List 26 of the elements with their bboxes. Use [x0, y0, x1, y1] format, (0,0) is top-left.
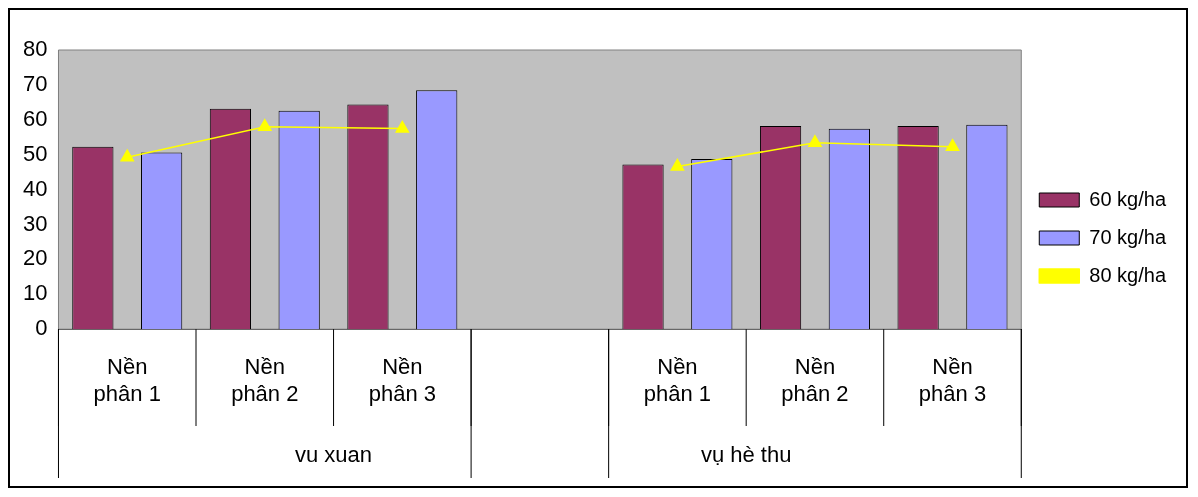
legend-label: 60 kg/ha — [1089, 187, 1167, 210]
y-tick-label: 50 — [22, 140, 48, 166]
y-tick-label: 10 — [22, 280, 48, 306]
point — [670, 158, 685, 171]
point — [257, 119, 272, 132]
point — [945, 138, 960, 151]
x-tick-label: Nền phân 3 — [918, 354, 987, 406]
y-tick-label: 0 — [35, 315, 48, 341]
legend-label: 70 kg/ha — [1089, 225, 1167, 248]
point — [395, 120, 410, 133]
x-tick-label: Nền phân 2 — [231, 354, 299, 406]
y-tick-label: 40 — [22, 175, 48, 201]
point — [120, 149, 135, 162]
x-tick-label: Nền phân 2 — [781, 354, 849, 406]
x-tick-label: Nền phân 1 — [643, 354, 712, 406]
y-tick-label: 20 — [22, 245, 48, 271]
text: vu xuan — [295, 442, 373, 468]
y-tick-label: 70 — [22, 70, 48, 96]
y-tick-label: 80 — [22, 36, 48, 62]
text: vụ hè thu — [700, 442, 792, 468]
x-tick-label: Nền phân 1 — [93, 354, 161, 406]
point — [808, 135, 822, 148]
x-tick-label: Nền phân 3 — [368, 354, 436, 406]
y-tick-label: 60 — [22, 105, 48, 131]
y-tick-label: 30 — [22, 210, 48, 236]
legend-label: 80 kg/ha — [1089, 263, 1167, 286]
